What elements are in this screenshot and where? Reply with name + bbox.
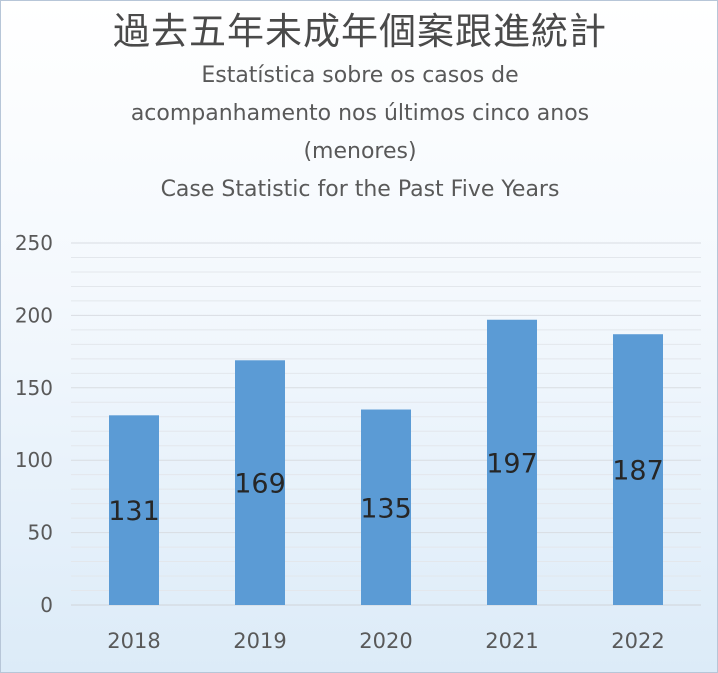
y-tick-label: 250 bbox=[15, 231, 53, 255]
data-label-2022: 187 bbox=[612, 456, 664, 487]
chart-subtitle-pt-line-2: acompanhamento nos últimos cinco anos bbox=[130, 101, 590, 126]
x-category-label: 2018 bbox=[107, 629, 160, 653]
x-category-label: 2022 bbox=[611, 629, 664, 653]
x-category-label: 2021 bbox=[485, 629, 538, 653]
data-label-2021: 197 bbox=[486, 448, 538, 479]
chart-title: 過去五年未成年個案跟進統計 bbox=[113, 10, 607, 53]
data-label-2020: 135 bbox=[360, 493, 412, 524]
x-category-label: 2019 bbox=[233, 629, 286, 653]
bar-2019 bbox=[235, 360, 285, 605]
chart-subtitle-pt-line-3: (menores) bbox=[303, 139, 417, 164]
bar-2018 bbox=[109, 415, 159, 605]
chart-subtitle-pt-line-1: Estatística sobre os casos de bbox=[201, 63, 519, 88]
y-tick-label: 200 bbox=[15, 303, 53, 327]
y-tick-label: 50 bbox=[28, 521, 53, 545]
bar-2022 bbox=[613, 334, 663, 605]
data-label-2019: 169 bbox=[234, 469, 286, 500]
y-tick-label: 100 bbox=[15, 448, 53, 472]
data-label-2018: 131 bbox=[108, 496, 160, 527]
y-tick-label: 150 bbox=[15, 376, 53, 400]
bar-2021 bbox=[487, 319, 537, 605]
bar-2020 bbox=[361, 409, 411, 605]
y-tick-label: 0 bbox=[40, 593, 53, 617]
chart-subtitle-en: Case Statistic for the Past Five Years bbox=[160, 177, 560, 202]
title-block: 過去五年未成年個案跟進統計 Estatística sobre os casos… bbox=[1, 7, 717, 209]
x-category-label: 2020 bbox=[359, 629, 412, 653]
